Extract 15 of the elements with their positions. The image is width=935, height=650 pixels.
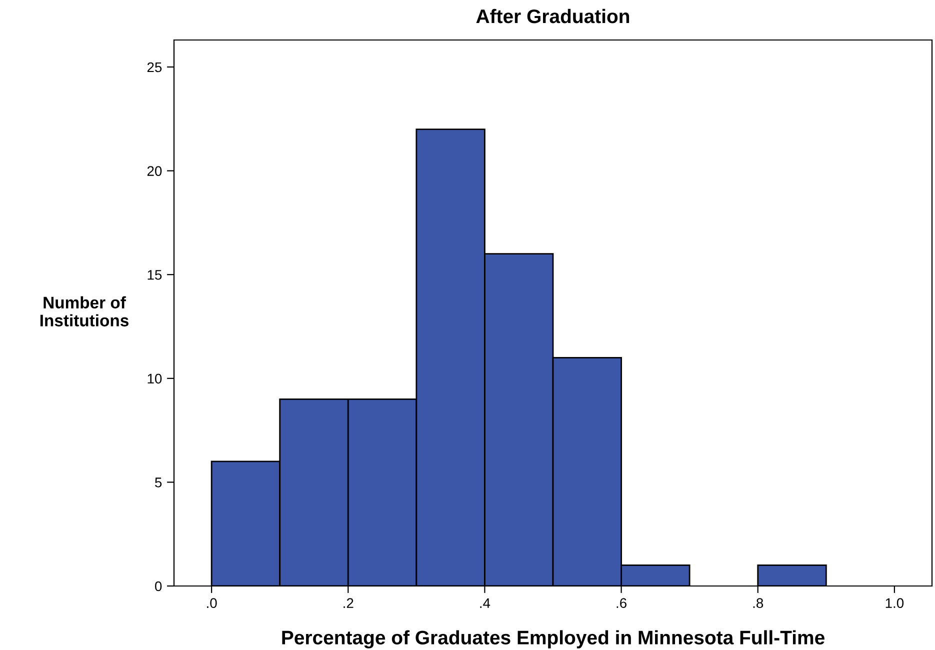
x-tick-label: .2 (344, 598, 354, 608)
y-tick-label: 15 (148, 270, 162, 280)
x-tick-label: .0 (207, 598, 217, 608)
chart-title: After Graduation (476, 8, 630, 24)
y-axis-title: Number of Institutions (40, 296, 128, 326)
x-tick-label: 1.0 (886, 598, 904, 608)
y-tick-label: 5 (155, 478, 162, 488)
y-tick-label: 0 (155, 581, 162, 592)
y-tick-label: 20 (147, 166, 162, 176)
x-tick-label: .8 (753, 598, 764, 608)
x-axis-title: Percentage of Graduates Employed in Minnesota Full-Time (282, 630, 824, 648)
x-tick-label: .6 (616, 598, 626, 608)
y-tick-label: 10 (148, 374, 162, 384)
y-tick-label: 25 (147, 62, 162, 72)
x-tick-label: .4 (480, 598, 490, 608)
